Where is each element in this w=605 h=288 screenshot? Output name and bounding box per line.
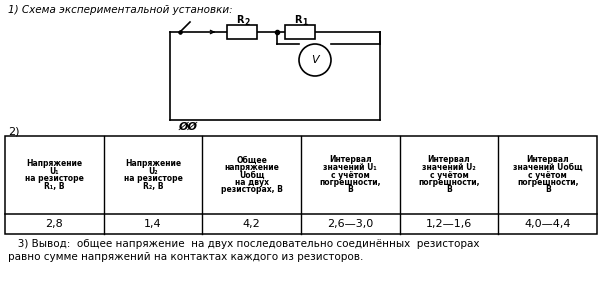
Text: ØØ: ØØ	[178, 122, 197, 132]
Bar	[5, 136, 597, 234]
Text: с учётом: с учётом	[430, 170, 468, 179]
Text: 2,6—3,0: 2,6—3,0	[327, 219, 373, 229]
Text: 4,0—4,4: 4,0—4,4	[525, 219, 571, 229]
Text: с учётом: с учётом	[331, 170, 370, 179]
Text: В: В	[347, 185, 353, 194]
Text: U₂: U₂	[148, 167, 158, 176]
Text: 1,4: 1,4	[144, 219, 162, 229]
Text: значений U₂: значений U₂	[422, 163, 476, 172]
Text: V: V	[311, 55, 319, 65]
Text: погрешности,: погрешности,	[517, 178, 578, 187]
Text: Интервал: Интервал	[428, 156, 470, 164]
Text: 1,2—1,6: 1,2—1,6	[426, 219, 472, 229]
Text: Напряжение: Напряжение	[125, 159, 181, 168]
Text: 3) Вывод:  общее напряжение  на двух последовательно соединённых  резисторах: 3) Вывод: общее напряжение на двух после…	[8, 239, 480, 249]
Text: 2): 2)	[8, 126, 19, 136]
Text: R₂, В: R₂, В	[143, 182, 163, 191]
Text: U₁: U₁	[50, 167, 59, 176]
Text: напряжение: напряжение	[224, 163, 279, 172]
Text: В: В	[544, 185, 551, 194]
Text: 1: 1	[302, 18, 307, 27]
Text: значений U₁: значений U₁	[324, 163, 377, 172]
Text: Напряжение: Напряжение	[26, 159, 82, 168]
Text: равно сумме напряжений на контактах каждого из резисторов.: равно сумме напряжений на контактах кажд…	[8, 252, 364, 262]
Circle shape	[299, 44, 331, 76]
Text: 2,8: 2,8	[45, 219, 63, 229]
Text: 4,2: 4,2	[243, 219, 261, 229]
Text: с учётом: с учётом	[528, 170, 567, 179]
Text: В: В	[446, 185, 452, 194]
Text: погрешности,: погрешности,	[418, 178, 480, 187]
Text: значений Uобщ: значений Uобщ	[513, 163, 583, 172]
Text: Uобщ: Uобщ	[239, 170, 264, 179]
Text: R: R	[236, 15, 244, 25]
Text: Интервал: Интервал	[526, 156, 569, 164]
Bar	[285, 25, 315, 39]
Text: на резисторе: на резисторе	[123, 174, 183, 183]
Text: 1) Схема экспериментальной установки:: 1) Схема экспериментальной установки:	[8, 5, 233, 15]
Text: R: R	[294, 15, 302, 25]
Text: 2: 2	[244, 18, 250, 27]
Text: R₁, В: R₁, В	[44, 182, 65, 191]
Bar	[227, 25, 257, 39]
Text: Общее: Общее	[236, 156, 267, 164]
Text: погрешности,: погрешности,	[319, 178, 381, 187]
Text: на резисторе: на резисторе	[25, 174, 83, 183]
Text: на двух: на двух	[235, 178, 269, 187]
Text: резисторах, В: резисторах, В	[221, 185, 283, 194]
Text: Интервал: Интервал	[329, 156, 371, 164]
